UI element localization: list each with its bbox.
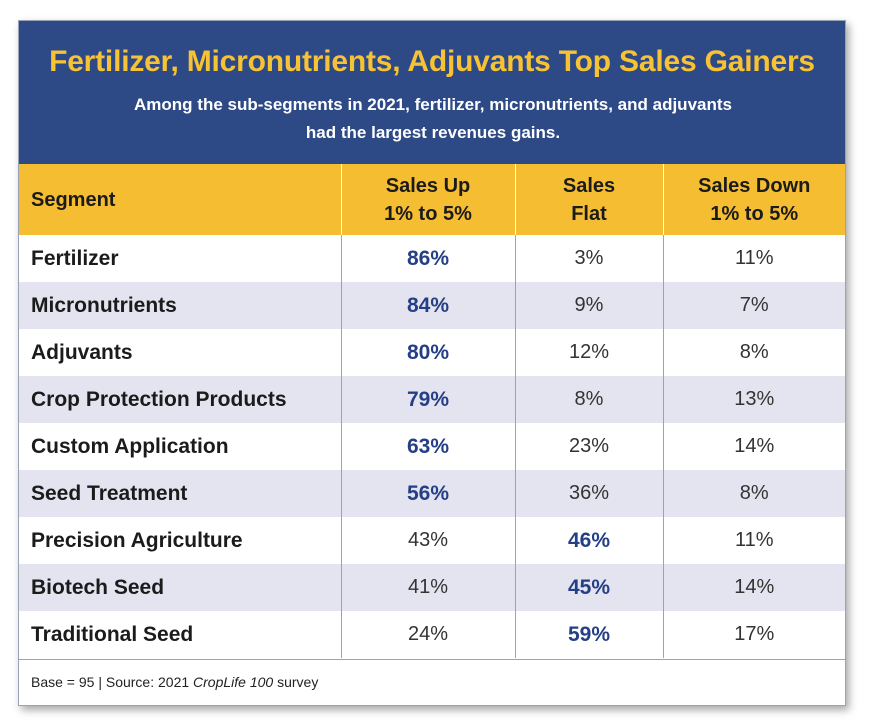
sales-down-value: 14%: [662, 423, 845, 470]
sales-up-value: 86%: [340, 235, 515, 282]
table-row: Crop Protection Products 79% 8% 13%: [19, 376, 845, 423]
segment-label: Crop Protection Products: [31, 387, 287, 411]
column-header-segment-label: Segment: [31, 188, 116, 211]
sales-up-value: 63%: [340, 423, 515, 470]
table-row: Fertilizer 86% 3% 11%: [19, 235, 845, 282]
column-header-sales-flat-line-2: Flat: [571, 202, 607, 225]
column-header-sales-flat-line-1: Sales: [562, 174, 616, 197]
table-row: Custom Application 63% 23% 14%: [19, 423, 845, 470]
table-row: Micronutrients 84% 9% 7%: [19, 282, 845, 329]
segment-label: Traditional Seed: [31, 622, 194, 646]
table-row: Adjuvants 80% 12% 8%: [19, 329, 845, 376]
column-header-row: Segment Sales Up 1% to 5% Sales Flat Sal…: [19, 164, 845, 235]
table-row: Traditional Seed 24% 59% 17%: [19, 611, 845, 658]
column-header-sales-up-line-1: Sales Up: [385, 174, 471, 197]
chart-subtitle: Among the sub-segments in 2021, fertiliz…: [59, 91, 807, 147]
column-header-sales-up-line-2: 1% to 5%: [384, 202, 472, 225]
footnote-suffix: survey: [273, 674, 319, 690]
sales-down-value: 13%: [662, 376, 845, 423]
sales-down-value: 11%: [662, 235, 845, 282]
column-header-sales-down-line-1: Sales Down: [698, 174, 811, 197]
sales-down-value: 7%: [662, 282, 845, 329]
sales-down-value: 8%: [662, 470, 845, 517]
chart-subtitle-line-2: had the largest revenues gains.: [305, 123, 561, 142]
segment-label: Precision Agriculture: [31, 528, 243, 552]
sales-flat-value: 45%: [514, 564, 663, 611]
sales-down-value: 17%: [662, 611, 845, 658]
segment-label: Custom Application: [31, 434, 229, 458]
sales-flat-value: 3%: [514, 235, 663, 282]
chart-header: Fertilizer, Micronutrients, Adjuvants To…: [19, 21, 845, 164]
table-row: Precision Agriculture 43% 46% 11%: [19, 517, 845, 564]
column-header-sales-down-line-2: 1% to 5%: [710, 202, 799, 225]
table-row: Biotech Seed 41% 45% 14%: [19, 564, 845, 611]
sales-flat-value: 12%: [514, 329, 663, 376]
sales-flat-value: 9%: [514, 282, 663, 329]
segment-label: Micronutrients: [31, 293, 177, 317]
sales-up-value: 80%: [340, 329, 515, 376]
column-header-sales-down: Sales Down 1% to 5%: [662, 164, 845, 235]
segment-label: Biotech Seed: [31, 575, 165, 599]
sales-flat-value: 59%: [514, 611, 663, 658]
sales-up-value: 43%: [340, 517, 515, 564]
column-header-segment: Segment: [19, 164, 341, 235]
column-header-sales-flat: Sales Flat: [514, 164, 663, 235]
segment-label: Fertilizer: [31, 246, 119, 270]
table-row: Seed Treatment 56% 36% 8%: [19, 470, 845, 517]
sales-flat-value: 46%: [514, 517, 663, 564]
data-table: Segment Sales Up 1% to 5% Sales Flat Sal…: [19, 164, 845, 658]
sales-flat-value: 36%: [514, 470, 663, 517]
column-header-sales-up: Sales Up 1% to 5%: [340, 164, 515, 235]
table-body: Fertilizer 86% 3% 11% Micronutrients 84% 9% 7% A…: [19, 235, 845, 658]
chart-title: Fertilizer, Micronutrients, Adjuvants To…: [49, 45, 815, 78]
segment-label: Seed Treatment: [31, 481, 188, 505]
sales-up-value: 24%: [340, 611, 515, 658]
chart-card: Fertilizer, Micronutrients, Adjuvants To…: [18, 20, 846, 706]
sales-up-value: 79%: [340, 376, 515, 423]
segment-label: Adjuvants: [31, 340, 133, 364]
footnote-prefix: Base = 95 | Source: 2021: [31, 674, 194, 690]
sales-down-value: 8%: [662, 329, 845, 376]
chart-subtitle-line-1: Among the sub-segments in 2021, fertiliz…: [134, 95, 732, 114]
sales-flat-value: 8%: [514, 376, 663, 423]
footnote-publication: CropLife 100: [193, 674, 274, 690]
sales-up-value: 41%: [340, 564, 515, 611]
sales-down-value: 11%: [662, 517, 845, 564]
sales-flat-value: 23%: [514, 423, 663, 470]
source-footnote: Base = 95 | Source: 2021 CropLife 100 su…: [19, 659, 845, 705]
sales-down-value: 14%: [662, 564, 845, 611]
sales-up-value: 56%: [340, 470, 515, 517]
sales-up-value: 84%: [340, 282, 515, 329]
